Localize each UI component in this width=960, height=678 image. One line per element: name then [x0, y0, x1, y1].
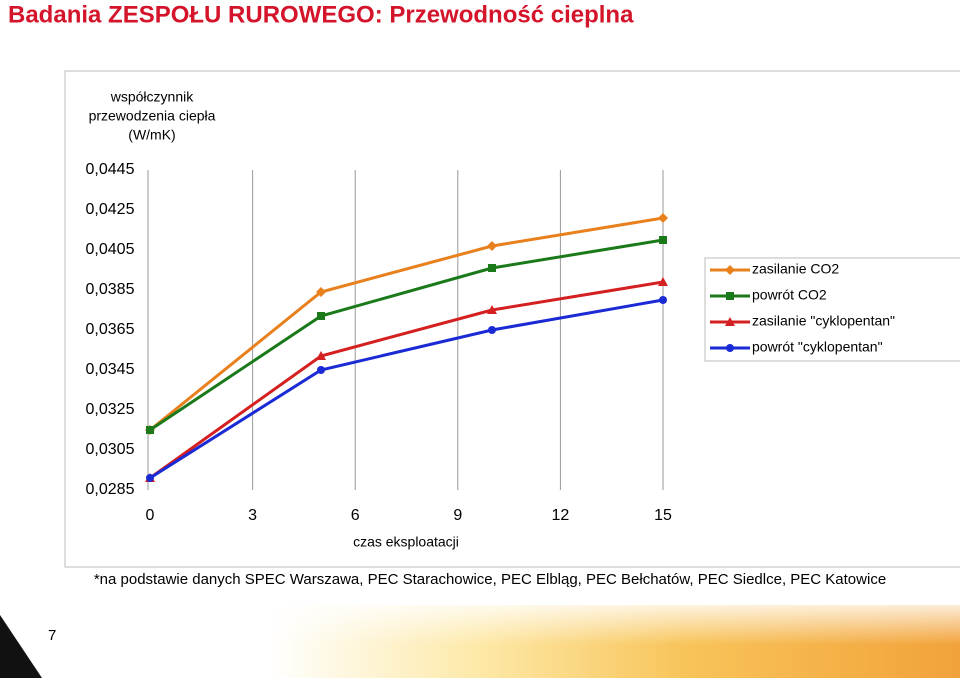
marker — [316, 287, 326, 297]
decoration — [270, 605, 960, 645]
series-line — [149, 298, 664, 480]
marker — [487, 305, 497, 314]
footnote: *na podstawie danych SPEC Warszawa, PEC … — [94, 571, 886, 588]
x-tick-label: 3 — [248, 507, 257, 524]
x-tick-label: 12 — [552, 507, 570, 524]
chart: współczynnik przewodzenia ciepła (W/mK) cza… — [86, 89, 960, 550]
series-line — [149, 216, 664, 432]
marker — [659, 236, 667, 244]
y-axis-label: współczynnik — [110, 89, 194, 105]
y-tick-label: 0,0425 — [86, 201, 135, 218]
series-line — [149, 280, 664, 480]
legend-label: powrót "cyklopentan" — [752, 339, 883, 355]
y-axis-label: przewodzenia ciepła — [89, 108, 216, 124]
slide-title: Badania ZESPOŁU RUROWEGO: Przewodność ci… — [8, 1, 634, 28]
y-tick-label: 0,0305 — [86, 441, 135, 458]
y-tick-label: 0,0385 — [86, 281, 135, 298]
marker — [725, 265, 735, 275]
marker — [488, 326, 496, 334]
legend-label: powrót CO2 — [752, 287, 827, 303]
marker — [659, 296, 667, 304]
marker — [658, 213, 668, 223]
marker — [317, 366, 325, 374]
y-axis-label: (W/mK) — [128, 127, 175, 143]
page-number: 7 — [48, 627, 56, 644]
legend-label: zasilanie CO2 — [752, 261, 839, 277]
y-tick-label: 0,0365 — [86, 321, 135, 338]
marker — [488, 264, 496, 272]
x-tick-label: 6 — [351, 507, 360, 524]
marker — [146, 426, 154, 434]
marker — [658, 277, 668, 286]
x-tick-label: 15 — [654, 507, 672, 524]
y-tick-label: 0,0345 — [86, 361, 135, 378]
decoration — [0, 615, 42, 678]
marker — [726, 344, 734, 352]
marker — [725, 317, 735, 326]
y-tick-label: 0,0285 — [86, 481, 135, 498]
marker — [316, 351, 326, 360]
marker — [146, 474, 154, 482]
x-tick-label: 9 — [453, 507, 462, 524]
legend-label: zasilanie "cyklopentan" — [752, 313, 895, 329]
y-tick-label: 0,0445 — [86, 161, 135, 178]
y-tick-label: 0,0405 — [86, 241, 135, 258]
x-axis-label: czas eksploatacji — [353, 534, 459, 550]
marker — [726, 292, 734, 300]
marker — [487, 241, 497, 251]
y-tick-label: 0,0325 — [86, 401, 135, 418]
legend-box — [704, 257, 960, 362]
x-tick-label: 0 — [146, 507, 155, 524]
series-line — [149, 238, 664, 432]
marker — [317, 312, 325, 320]
